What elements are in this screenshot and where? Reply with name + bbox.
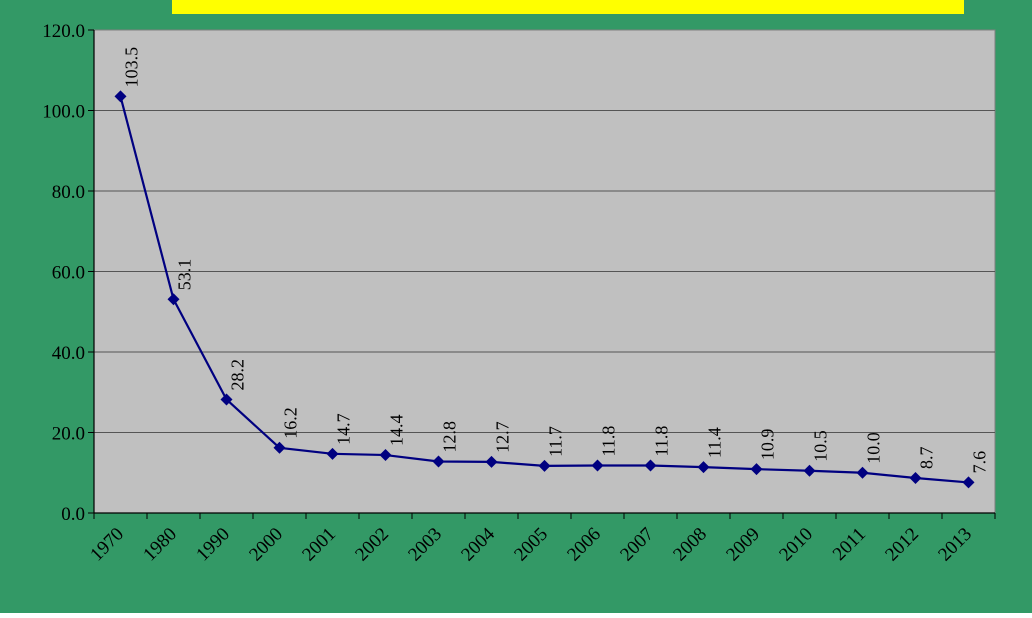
data-point	[273, 441, 286, 454]
data-point	[750, 463, 763, 476]
y-tick-label: 20.0	[52, 424, 85, 445]
data-point	[697, 461, 710, 474]
data-point	[803, 464, 816, 477]
y-tick-label: 80.0	[52, 182, 85, 203]
data-point	[909, 471, 922, 484]
title-banner	[172, 0, 964, 14]
data-point	[538, 459, 551, 472]
data-label: 10.0	[864, 432, 884, 464]
y-tick-label: 0.0	[61, 504, 85, 525]
data-point	[962, 476, 975, 489]
data-point	[379, 449, 392, 462]
data-label: 12.7	[493, 421, 513, 453]
data-label: 14.7	[334, 413, 354, 445]
data-point	[220, 393, 233, 406]
data-point	[644, 459, 657, 472]
data-label: 7.6	[970, 451, 990, 474]
data-label: 11.4	[705, 427, 725, 458]
data-label: 11.8	[652, 426, 672, 457]
y-tick-label: 60.0	[52, 263, 85, 284]
data-point	[591, 459, 604, 472]
data-label: 28.2	[228, 359, 248, 391]
data-label: 10.9	[758, 429, 778, 461]
data-point	[485, 455, 498, 468]
data-label: 11.8	[599, 426, 619, 457]
data-label: 103.5	[122, 47, 142, 88]
data-label: 10.5	[811, 430, 831, 462]
y-tick-label: 40.0	[52, 343, 85, 364]
data-point	[856, 466, 869, 479]
y-tick-label: 120.0	[42, 21, 85, 42]
data-point	[432, 455, 445, 468]
data-label: 14.4	[387, 415, 407, 447]
data-point	[167, 293, 180, 306]
data-point	[326, 447, 339, 460]
data-point	[114, 90, 127, 103]
data-label: 53.1	[175, 259, 195, 291]
data-label: 16.2	[281, 407, 301, 439]
y-tick-label: 100.0	[42, 102, 85, 123]
data-label: 12.8	[440, 421, 460, 453]
data-label: 8.7	[917, 446, 937, 469]
data-label: 11.7	[546, 426, 566, 457]
